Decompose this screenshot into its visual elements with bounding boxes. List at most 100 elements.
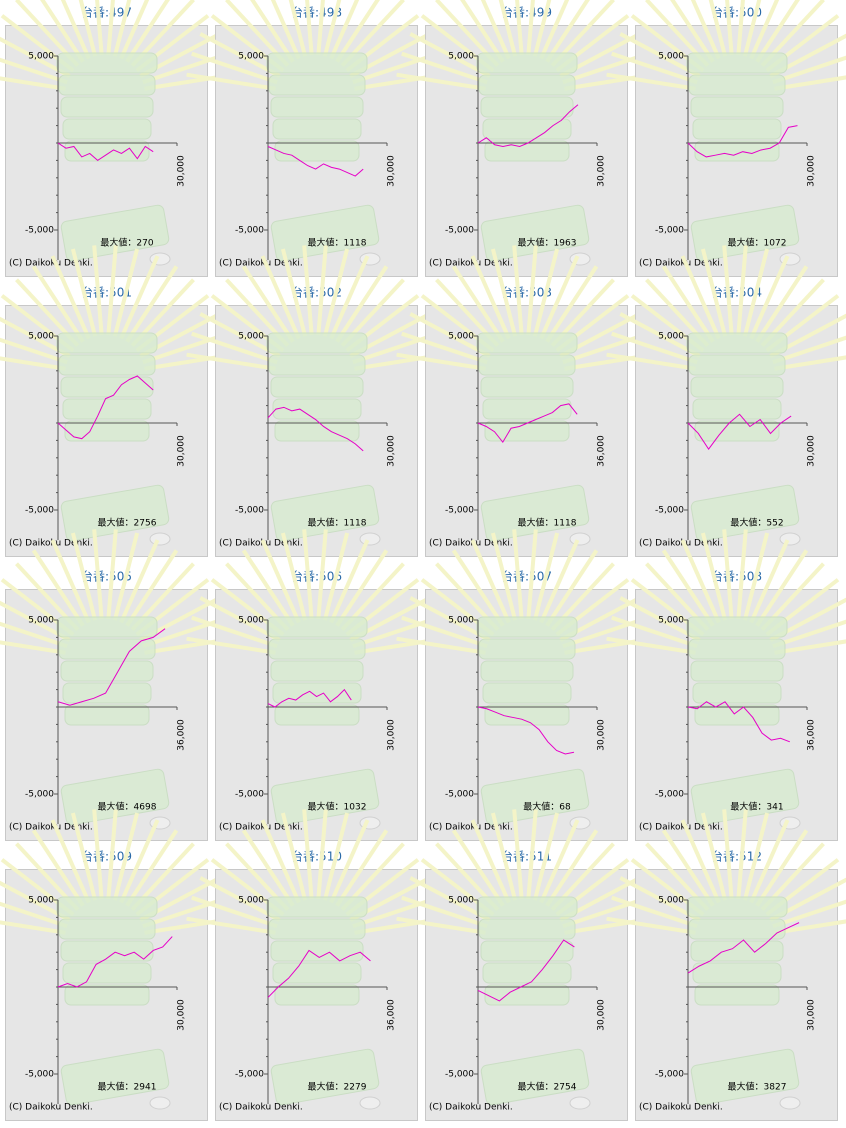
y-tick-label: -5,000 [445, 1070, 474, 1080]
credit: (C) Daikoku Denki. [219, 259, 303, 269]
decor-body [692, 398, 782, 420]
decor-ray [532, 0, 552, 57]
decor-ray [451, 549, 505, 627]
decor-ray [512, 809, 524, 900]
y-tick-label: -5,000 [25, 226, 54, 236]
decor-ray [606, 352, 696, 371]
decor-ray [526, 809, 538, 900]
decor-ray [322, 0, 342, 57]
decor-ray [125, 549, 179, 627]
y-tick-label: -5,000 [445, 790, 474, 800]
decor-ray [352, 615, 439, 649]
decor-ray [142, 331, 229, 365]
decor-coin [779, 532, 801, 546]
max-value-label: 最大値：1118 [308, 237, 367, 249]
decor-body [482, 118, 572, 140]
decor-body [480, 96, 574, 118]
x-tick-label: 30,000 [807, 155, 817, 187]
decor-ray [736, 529, 748, 620]
decor-coin [149, 532, 171, 546]
decor-body [476, 896, 578, 918]
max-value-label: 最大値：1963 [518, 237, 577, 249]
decor-ray [112, 248, 140, 337]
decor-ray [316, 245, 328, 336]
decor-ray [755, 829, 809, 907]
decor-ray [722, 809, 734, 900]
decor-ray [125, 265, 179, 343]
decor-body [62, 398, 152, 420]
credit: (C) Daikoku Denki. [9, 823, 93, 833]
decor-ray [302, 529, 314, 620]
y-tick-label: -5,000 [655, 506, 684, 516]
credit: (C) Daikoku Denki. [639, 1103, 723, 1113]
decor-ray [329, 255, 370, 340]
decor-ray [661, 265, 715, 343]
decor-tray [270, 484, 380, 542]
decor-body [60, 660, 154, 682]
decor-ray [749, 0, 780, 60]
y-tick-label: 5,000 [448, 332, 474, 342]
decor-ray [95, 0, 104, 56]
decor-ray [31, 265, 85, 343]
decor-body [688, 638, 786, 660]
decor-tray [690, 484, 800, 542]
decor-body [484, 704, 570, 726]
decor-ray [199, 876, 281, 922]
decor-ray [186, 72, 276, 91]
decor-ray [106, 529, 118, 620]
y-tick-label: 5,000 [28, 52, 54, 62]
decor-ray [241, 265, 295, 343]
decor-ray [186, 916, 276, 935]
decor-ray [611, 331, 698, 365]
decor-ray [50, 255, 91, 340]
decor-body [690, 940, 784, 962]
decor-body [274, 984, 360, 1006]
y-tick-label: 5,000 [448, 52, 474, 62]
decor-ray [532, 532, 560, 621]
decor-body [62, 682, 152, 704]
x-tick-label: 36,000 [387, 999, 397, 1031]
chart-title: 台番:502 [291, 285, 342, 300]
y-tick-label: 5,000 [658, 896, 684, 906]
decor-ray [562, 51, 649, 85]
decor-body [686, 896, 788, 918]
decor-ray [611, 615, 698, 649]
decor-body [268, 638, 366, 660]
decor-ray [526, 529, 538, 620]
decor-body [270, 940, 364, 962]
decor-ray [772, 335, 846, 365]
decor-ray [142, 51, 229, 85]
decor-ray [562, 331, 649, 365]
decor-tray [60, 484, 170, 542]
y-tick-label: -5,000 [655, 790, 684, 800]
chart-panel: 5,000 -5,000 36,000 最大値：4698 (C) Daikoku Den… [0, 529, 234, 841]
decor-ray [774, 639, 846, 655]
max-value-label: 最大値：1118 [518, 517, 577, 529]
decor-body [482, 682, 572, 704]
decor-ray [409, 876, 491, 922]
decor-ray [191, 895, 278, 929]
decor-ray [316, 809, 328, 900]
decor-ray [106, 245, 118, 336]
decor-ray [186, 636, 276, 655]
decor-ray [322, 248, 350, 337]
decor-ray [774, 355, 846, 371]
decor-body [690, 376, 784, 398]
data-line [267, 688, 352, 708]
decor-body [64, 420, 150, 442]
decor-body [62, 962, 152, 984]
decor-ray [690, 0, 721, 60]
decor-ray [512, 529, 524, 620]
max-value-label: 最大値：2756 [98, 517, 157, 529]
decor-ray [142, 615, 229, 649]
decor-ray [241, 829, 295, 907]
max-value-label: 最大値：552 [730, 517, 783, 529]
y-tick-label: -5,000 [25, 1070, 54, 1080]
decor-ray [280, 532, 308, 621]
decor-ray [451, 829, 505, 907]
decor-ray [241, 549, 295, 627]
decor-ray [302, 245, 314, 336]
decor-ray [0, 76, 66, 91]
y-tick-label: 5,000 [448, 896, 474, 906]
decor-tray [690, 1048, 800, 1106]
